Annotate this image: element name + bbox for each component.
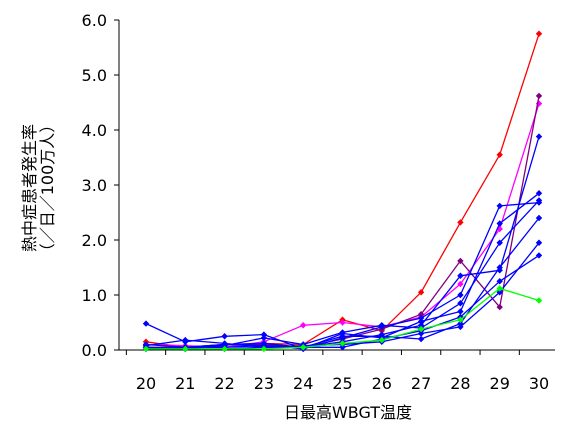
series-7-point bbox=[457, 300, 464, 307]
series-8-point bbox=[496, 264, 503, 271]
series-line-2 bbox=[145, 103, 540, 348]
x-tick-label: 20 bbox=[136, 374, 156, 393]
y-axis-title-line-2: （／日／100万人） bbox=[38, 117, 57, 260]
x-tick-label: 29 bbox=[490, 374, 510, 393]
series-2-point bbox=[496, 225, 503, 233]
y-tick-label: 4.0 bbox=[82, 121, 107, 140]
series-8-point bbox=[339, 333, 346, 340]
series-3-point bbox=[417, 311, 425, 318]
series-6-point bbox=[457, 308, 464, 315]
x-tick-label: 26 bbox=[372, 374, 392, 393]
series-7-point bbox=[535, 197, 543, 204]
x-tick-label: 22 bbox=[214, 374, 234, 393]
series-1-point bbox=[535, 30, 543, 37]
series-11-point bbox=[300, 344, 307, 351]
series-1-point bbox=[496, 151, 503, 158]
series-11-point bbox=[535, 297, 543, 304]
series-8-point bbox=[535, 214, 543, 222]
series-2-point bbox=[339, 319, 346, 326]
series-9-point bbox=[457, 323, 464, 331]
series-5-point bbox=[457, 272, 464, 279]
series-line-1 bbox=[145, 33, 540, 348]
x-tick-label: 25 bbox=[332, 374, 352, 393]
y-tick-label: 6.0 bbox=[82, 11, 107, 30]
y-tick-label: 3.0 bbox=[82, 176, 107, 195]
series-line-5 bbox=[145, 136, 540, 348]
axes-layer: 0.0 1.0 2.0 3.0 4.0 5.0 6.0 20 21 22 23 24 25 26 27 28 2… bbox=[82, 11, 555, 393]
series-10-point bbox=[339, 344, 346, 351]
series-1-point bbox=[417, 289, 425, 296]
series-10-point bbox=[496, 278, 503, 285]
x-tick-label: 24 bbox=[293, 374, 313, 393]
series-11-point bbox=[378, 336, 385, 344]
series-10-point bbox=[535, 252, 543, 259]
series-4-point bbox=[221, 333, 228, 340]
series-11-point bbox=[339, 340, 346, 347]
series-8-point bbox=[417, 335, 425, 343]
series-3-point bbox=[535, 92, 543, 100]
series-11-point bbox=[496, 285, 503, 292]
series-7-point bbox=[496, 239, 503, 246]
y-tick-label: 2.0 bbox=[82, 231, 107, 250]
series-11-point bbox=[260, 345, 268, 353]
series-11-point bbox=[182, 345, 189, 353]
series-line-4 bbox=[145, 201, 540, 350]
series-4-point bbox=[142, 320, 150, 327]
series-6-point bbox=[535, 190, 543, 197]
x-tick-label: 23 bbox=[254, 374, 274, 393]
y-tick-label: 0.0 bbox=[82, 341, 107, 360]
x-tick-label: 27 bbox=[411, 374, 431, 393]
x-tick-label: 21 bbox=[175, 374, 195, 393]
series-3-point bbox=[496, 303, 503, 311]
series-3-point bbox=[457, 257, 464, 265]
series-11-point bbox=[221, 345, 228, 353]
x-axis-title: 日最高WBGT温度 bbox=[284, 403, 412, 422]
series-line-8 bbox=[145, 217, 540, 348]
series-9-point bbox=[535, 239, 543, 246]
series-2-point bbox=[457, 280, 464, 288]
x-tick-label: 30 bbox=[529, 374, 549, 393]
series-11-point bbox=[457, 316, 464, 323]
series-line-7 bbox=[145, 199, 540, 350]
series-10-point bbox=[221, 341, 228, 348]
series-11-point bbox=[142, 345, 150, 353]
series-7-point bbox=[339, 329, 346, 336]
y-axis-title-group: 熱中症患者発生率 （／日／100万人） bbox=[20, 117, 57, 260]
series-11-point bbox=[417, 325, 425, 333]
series-6-point bbox=[496, 220, 503, 227]
series-1-point bbox=[457, 219, 464, 226]
series-4-point bbox=[417, 314, 425, 322]
y-tick-label: 1.0 bbox=[82, 286, 107, 305]
series-2-point bbox=[300, 322, 307, 329]
series-7-point bbox=[260, 334, 268, 342]
series-4-point bbox=[260, 331, 268, 338]
series-4-point bbox=[496, 202, 503, 210]
series-4-point bbox=[457, 291, 464, 299]
y-axis-title-line-1: 熱中症患者発生率 bbox=[20, 124, 39, 252]
series-6-point bbox=[417, 318, 425, 325]
series-10-point bbox=[260, 342, 268, 349]
series-7-point bbox=[378, 322, 385, 329]
series-5-point bbox=[535, 133, 543, 140]
series-layer bbox=[142, 30, 543, 353]
y-tick-label: 5.0 bbox=[82, 66, 107, 85]
x-tick-label: 28 bbox=[450, 374, 470, 393]
series-5-point bbox=[182, 336, 189, 344]
series-9-point bbox=[496, 289, 503, 296]
